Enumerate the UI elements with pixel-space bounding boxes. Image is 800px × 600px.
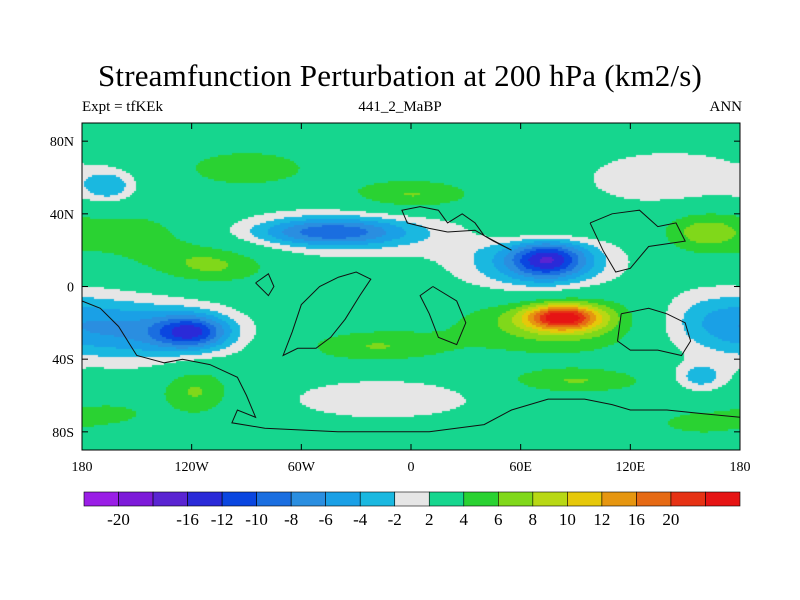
- x-tick-label: 60E: [509, 460, 532, 475]
- y-tick-label: 40N: [50, 208, 74, 223]
- colorbar-box: [498, 491, 534, 507]
- y-tick-label: 80S: [52, 426, 74, 441]
- colorbar-label: -8: [284, 510, 298, 529]
- contour-fill: [82, 123, 740, 450]
- colorbar-box: [187, 491, 223, 507]
- colorbar-box: [567, 491, 603, 507]
- y-tick-label: 0: [67, 281, 74, 296]
- x-tick-label: 180: [730, 460, 751, 475]
- colorbar-label: -6: [319, 510, 333, 529]
- colorbar-label: 12: [593, 510, 610, 529]
- colorbar-box: [705, 491, 741, 507]
- colorbar-box: [118, 491, 154, 507]
- colorbar-box: [290, 491, 326, 507]
- run-id-label: 441_2_MaBP: [358, 99, 442, 115]
- x-tick-label: 60W: [288, 460, 316, 475]
- x-tick-label: 180: [72, 460, 93, 475]
- coastline-6: [616, 307, 692, 357]
- colorbar-box: [532, 491, 568, 507]
- chart-title: Streamfunction Perturbation at 200 hPa (…: [97, 58, 703, 93]
- colorbar-label: -4: [353, 510, 368, 529]
- colorbar-label: 4: [460, 510, 469, 529]
- colorbar-label: 2: [425, 510, 434, 529]
- colorbar-box: [83, 491, 119, 507]
- colorbar-box: [221, 491, 257, 507]
- coastline-3: [419, 286, 467, 346]
- colorbar-label: -16: [176, 510, 199, 529]
- coastline-4: [401, 206, 512, 251]
- colorbar-box: [325, 491, 361, 507]
- experiment-label: Expt = tfKEk: [82, 99, 163, 115]
- colorbar-label: 6: [494, 510, 503, 529]
- x-tick-label: 120W: [175, 460, 210, 475]
- colorbar-box: [359, 491, 396, 507]
- colorbar-box: [670, 491, 706, 507]
- colorbar-box: [601, 491, 637, 507]
- x-tick-label: 120E: [616, 460, 646, 475]
- colorbar-label: 16: [628, 510, 645, 529]
- colorbar-box: [428, 491, 465, 507]
- coastline-1: [282, 271, 372, 357]
- colorbar-box: [394, 491, 430, 507]
- colorbar-box: [256, 491, 292, 507]
- colorbar-label: -12: [211, 510, 234, 529]
- colorbar-label: -20: [107, 510, 130, 529]
- y-tick-label: 80N: [50, 135, 74, 150]
- colorbar-label: -2: [388, 510, 402, 529]
- map-axes: 180 120W 60W 0 60E 120E 180 80N 40N 0 40S 80S: [50, 123, 751, 475]
- coastline-5: [589, 209, 686, 273]
- coastline-0: [81, 300, 741, 433]
- colorbar-label: -10: [245, 510, 268, 529]
- coastline-outlines: [81, 206, 741, 433]
- season-label: ANN: [709, 99, 743, 115]
- y-tick-label: 40S: [52, 353, 74, 368]
- x-tick-label: 0: [408, 460, 415, 475]
- colorbar-label: 8: [529, 510, 538, 529]
- colorbar-box: [636, 491, 672, 507]
- coastline-2: [255, 273, 275, 297]
- colorbar: -20 -16 -12 -10 -8 -6 -4 -2 2 4 6 8 10 12 16 20: [83, 491, 741, 529]
- colorbar-box: [463, 491, 499, 507]
- colorbar-label: 10: [559, 510, 576, 529]
- colorbar-box: [152, 491, 188, 507]
- contour-field: [82, 123, 740, 450]
- colorbar-label: 20: [662, 510, 679, 529]
